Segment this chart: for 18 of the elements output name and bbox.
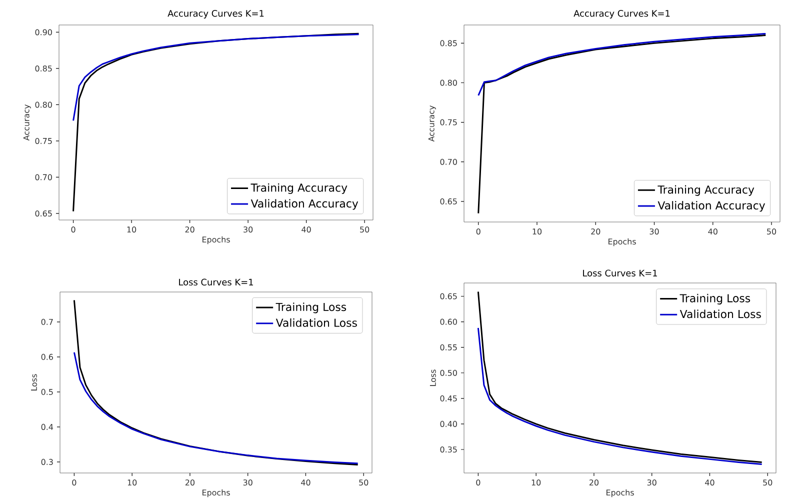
legend-label: Validation Accuracy: [658, 201, 766, 212]
legend-label: Validation Loss: [276, 318, 357, 327]
chart-title: Accuracy Curves K=1: [168, 10, 264, 18]
line-series: [72, 34, 360, 122]
chart-title: Loss Curves K=1: [583, 270, 657, 276]
chart-title: Accuracy Curves K=1: [574, 10, 670, 18]
legend-label: Training Loss: [276, 302, 346, 314]
line-series: [478, 34, 766, 214]
legend-label: Training Loss: [680, 294, 750, 304]
chart-title: Loss Curves K=1: [179, 278, 253, 286]
line-series: [477, 290, 763, 464]
line-series: [477, 327, 763, 466]
line-series: [73, 352, 359, 464]
line-series: [73, 299, 359, 466]
legend-label: Validation Accuracy: [250, 199, 358, 210]
legend-label: Training Accuracy: [658, 185, 754, 196]
legend-label: Training Accuracy: [250, 183, 348, 194]
legend-label: Validation Loss: [680, 310, 761, 318]
